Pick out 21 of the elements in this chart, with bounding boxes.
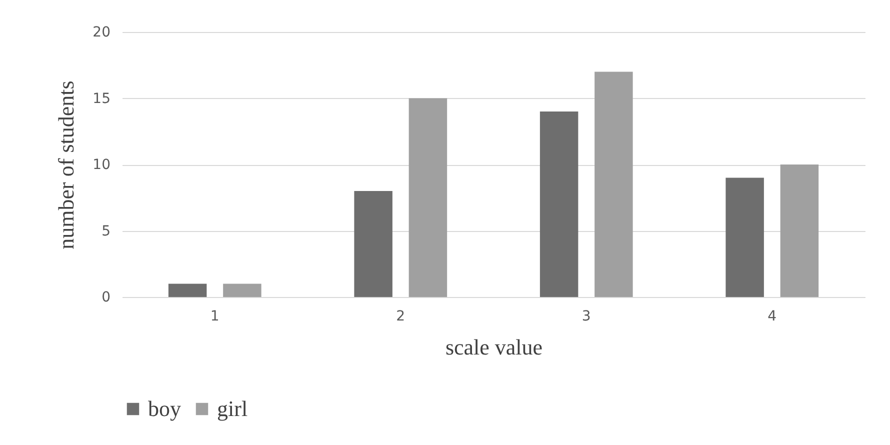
bar (780, 164, 819, 297)
legend-label: boy (148, 396, 181, 421)
bar (354, 191, 392, 297)
x-tick-label: 4 (768, 308, 777, 324)
x-axis-title: scale value (445, 334, 543, 360)
y-axis-title: number of students (54, 80, 79, 250)
bar (168, 284, 207, 297)
bar (408, 98, 448, 297)
y-tick-label: 5 (102, 223, 110, 240)
y-tick-label: 15 (92, 90, 110, 107)
bar (594, 72, 633, 297)
y-tick-label: 10 (92, 157, 110, 173)
legend-label: girl (217, 396, 248, 421)
bar (726, 178, 764, 297)
y-tick-label: 0 (102, 290, 110, 306)
bar (223, 284, 262, 297)
x-tick-label: 1 (210, 308, 220, 324)
bar (540, 112, 578, 297)
x-tick-label: 3 (582, 308, 591, 324)
y-tick-label: 20 (92, 24, 110, 40)
x-tick-label: 2 (396, 308, 406, 324)
